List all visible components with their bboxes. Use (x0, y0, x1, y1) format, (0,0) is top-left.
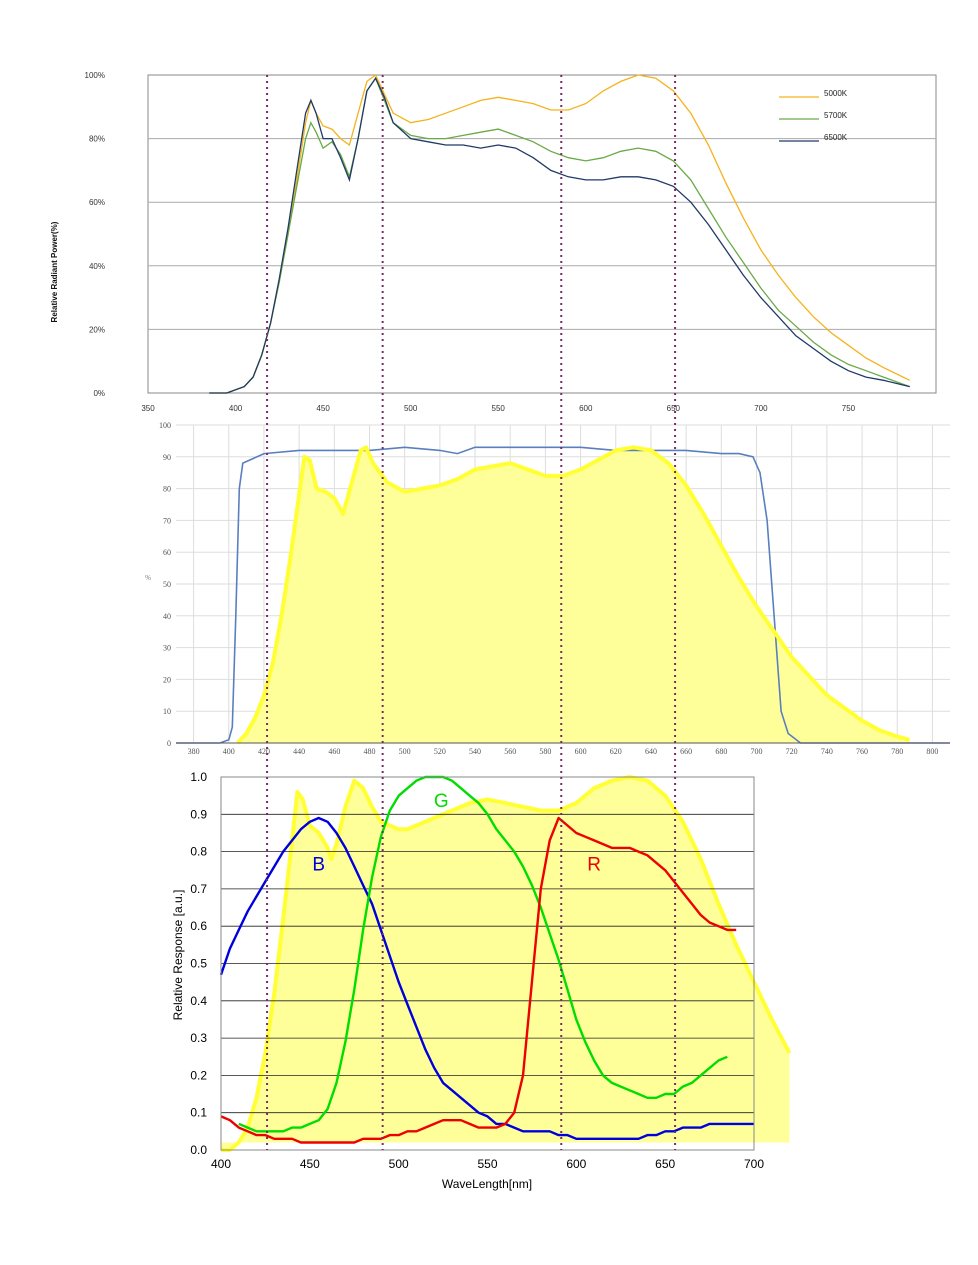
chart3-y-tick-label: 0.3 (190, 1031, 207, 1045)
chart1-series-line-5700K (209, 76, 910, 394)
chart2-x-tick-label: 760 (856, 747, 868, 756)
chart3-y-tick-label: 0.6 (190, 919, 207, 933)
chart1-x-tick-label: 350 (141, 404, 155, 413)
chart2-x-tick-label: 520 (434, 747, 446, 756)
chart1-y-tick-label: 60% (89, 198, 105, 207)
chart2-y-tick-label: 60 (163, 548, 171, 557)
chart3-x-axis-label: WaveLength[nm] (442, 1177, 532, 1191)
chart2-y-tick-label: 10 (163, 707, 171, 716)
chart1-x-tick-label: 700 (754, 404, 768, 413)
chart3-y-tick-label: 1.0 (190, 770, 207, 784)
chart2-x-tick-label: 580 (539, 747, 551, 756)
chart1-x-tick-label: 450 (316, 404, 330, 413)
chart1-legend: 5000K 5700K 6500K (779, 89, 848, 142)
chart3-plot-frame (220, 776, 755, 1151)
chart2-y-axis-label: % (145, 574, 151, 582)
chart2-y-tick-label: 100 (159, 421, 171, 430)
chart2-x-tick-label: 700 (751, 747, 763, 756)
chart2-y-tick-label: 80 (163, 485, 171, 494)
chart-relative-radiant-power: 350 400 450 500 550 600 650 700 750 0% 20% 40% 60% 8… (50, 71, 937, 413)
chart3-x-tick-label: 600 (566, 1157, 586, 1171)
chart2-x-tick-label: 480 (364, 747, 376, 756)
chart1-series-line-6500K (209, 76, 910, 394)
chart1-y-tick-label: 20% (89, 325, 105, 334)
chart2-x-tick-label: 400 (223, 747, 235, 756)
chart2-y-tick-label: 30 (163, 644, 171, 653)
chart1-legend-label: 6500K (824, 133, 848, 142)
chart3-y-tick-label: 0.0 (190, 1143, 207, 1157)
chart2-x-tick-label: 600 (575, 747, 587, 756)
chart2-x-tick-label: 740 (821, 747, 833, 756)
chart1-series-line-5000K (209, 74, 910, 394)
chart2-x-tick-label: 560 (504, 747, 516, 756)
chart2-x-tick-label: 460 (328, 747, 340, 756)
chart3-y-axis-label: Relative Response [a.u.] (171, 890, 185, 1021)
chart1-y-axis-label: Relative Radiant Power(%) (50, 221, 59, 322)
chart3-x-tick-label: 650 (655, 1157, 675, 1171)
chart1-x-tick-label: 400 (229, 404, 243, 413)
chart2-y-tick-label: 40 (163, 612, 171, 621)
chart1-x-tick-label: 500 (404, 404, 418, 413)
chart1-plot-area (147, 74, 937, 394)
chart2-spectrum-line (236, 445, 911, 745)
chart-rgb-relative-response: 400 450 500 550 600 650 700 0.0 0.1 0.2 0.3 0.4 0.5… (171, 770, 792, 1191)
chart3-x-tick-label: 700 (744, 1157, 764, 1171)
chart2-x-tick-label: 660 (680, 747, 692, 756)
chart2-x-tick-label: 680 (715, 747, 727, 756)
chart2-x-tick-label: 800 (926, 747, 938, 756)
chart2-x-tick-label: 380 (188, 747, 200, 756)
chart1-x-tick-label: 750 (842, 404, 856, 413)
chart3-series-line-G (238, 775, 728, 1133)
chart2-y-tick-label: 0 (167, 739, 171, 748)
chart2-x-tick-label: 420 (258, 747, 270, 756)
chart1-y-tick-label: 80% (89, 135, 105, 144)
wavelength-markers (266, 75, 677, 1150)
chart3-x-tick-label: 550 (477, 1157, 497, 1171)
chart3-y-tick-label: 0.9 (190, 807, 207, 821)
chart2-spectrum-area (237, 447, 910, 743)
chart2-y-tick-label: 20 (163, 675, 171, 684)
chart1-legend-label: 5000K (824, 89, 848, 98)
chart1-y-tick-label: 100% (85, 71, 105, 80)
chart2-y-tick-label: 90 (163, 453, 171, 462)
chart-filter-transmission: 380 400 420 440 460 480 500 520 540 560 580 600 620 6… (145, 421, 950, 756)
chart3-series-line-B (219, 816, 754, 1140)
chart1-y-tick-label: 40% (89, 262, 105, 271)
chart3-x-tick-label: 400 (211, 1157, 231, 1171)
chart1-x-tick-label: 550 (492, 404, 506, 413)
chart2-filter-transmission-line (176, 446, 950, 744)
chart2-x-tick-label: 500 (399, 747, 411, 756)
chart3-series-line-R (220, 816, 737, 1144)
chart3-y-tick-label: 0.7 (190, 882, 207, 896)
chart2-x-tick-label: 540 (469, 747, 481, 756)
chart3-y-tick-label: 0.8 (190, 845, 207, 859)
chart2-y-tick-label: 70 (163, 516, 171, 525)
chart1-x-tick-label: 650 (667, 404, 681, 413)
chart3-y-tick-label: 0.4 (190, 994, 207, 1008)
chart3-x-tick-label: 450 (300, 1157, 320, 1171)
chart3-y-tick-label: 0.1 (190, 1106, 207, 1120)
chart1-x-tick-label: 600 (579, 404, 593, 413)
chart3-series-annotation: B (312, 854, 325, 875)
chart1-legend-label: 5700K (824, 111, 848, 120)
chart3-spectrum-line (221, 775, 792, 1152)
chart2-y-tick-label: 50 (163, 580, 171, 589)
chart2-x-tick-label: 440 (293, 747, 305, 756)
chart2-x-tick-label: 780 (891, 747, 903, 756)
chart2-x-tick-label: 720 (786, 747, 798, 756)
chart3-series-annotation: G (434, 791, 449, 812)
chart3-series-annotation: R (587, 854, 601, 875)
chart2-x-tick-label: 620 (610, 747, 622, 756)
chart3-y-tick-label: 0.2 (190, 1068, 207, 1082)
chart1-y-tick-label: 0% (93, 389, 105, 398)
chart3-y-tick-label: 0.5 (190, 957, 207, 971)
chart2-x-tick-label: 640 (645, 747, 657, 756)
chart3-x-tick-label: 500 (389, 1157, 409, 1171)
